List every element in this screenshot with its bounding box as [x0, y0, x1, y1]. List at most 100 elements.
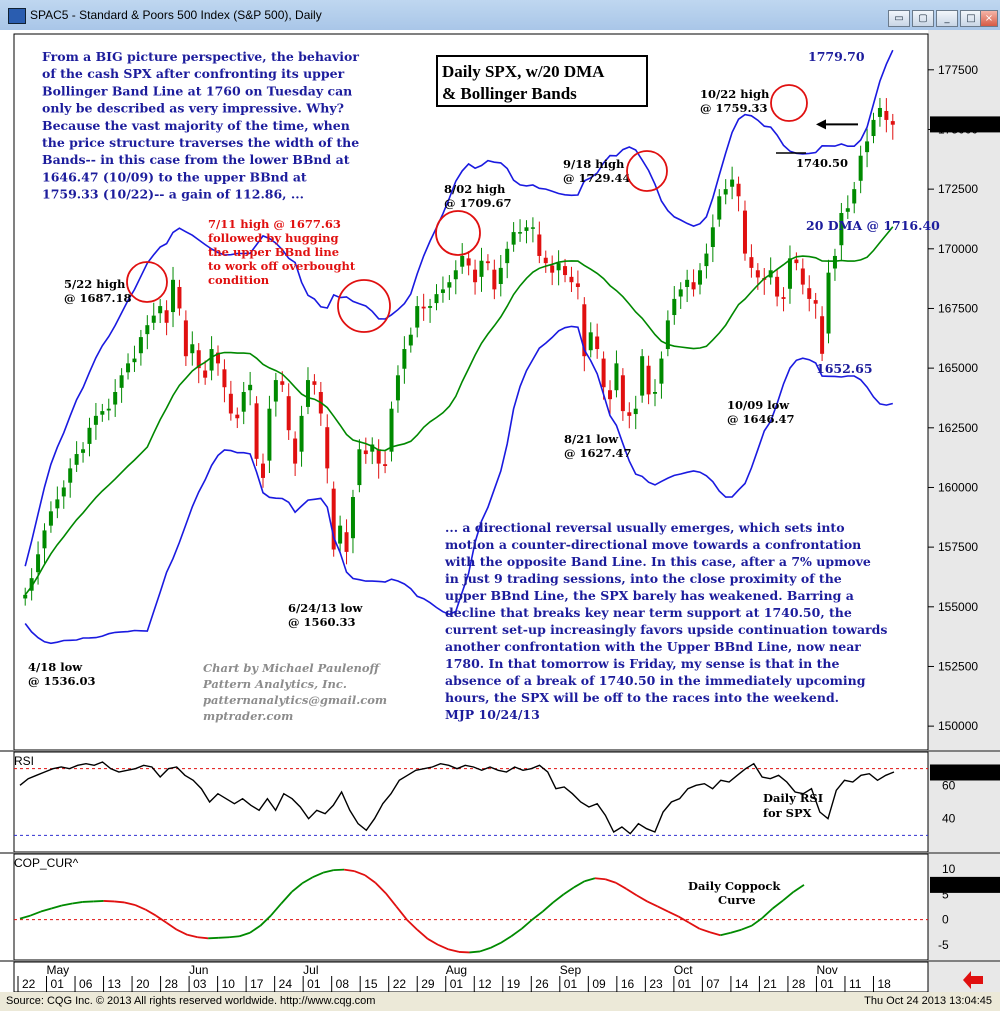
x-tick-label: 03	[193, 977, 207, 991]
chart-title-line1: Daily SPX, w/20 DMA	[442, 62, 605, 81]
maximize-chart-button[interactable]: ▢	[912, 10, 934, 27]
candle-body	[344, 532, 349, 552]
coppock-segment	[176, 928, 188, 936]
candle-body	[832, 255, 837, 269]
price-tick-label: 162500	[938, 421, 978, 435]
candle-body	[665, 320, 670, 350]
commentary-right-line: ... a directional reversal usually emerg…	[445, 520, 845, 535]
candle-body	[177, 286, 182, 309]
maximize-button[interactable]: □	[960, 10, 982, 27]
x-tick-label: 16	[621, 977, 635, 991]
candle-body	[421, 306, 426, 309]
commentary-left-line: Bands-- in this case from the lower BBnd…	[42, 152, 350, 167]
candle-body	[543, 257, 548, 264]
minimize-button[interactable]: _	[936, 10, 958, 27]
candle-body	[203, 370, 208, 378]
coppock-segment	[187, 933, 198, 939]
restore-chart-button[interactable]: ▭	[888, 10, 910, 27]
rsi-caption: Daily RSI	[763, 791, 823, 805]
coppock-segment	[510, 927, 523, 938]
coppock-segment	[500, 935, 512, 944]
candle-body	[704, 253, 709, 267]
credit-line: patternanalytics@gmail.com	[203, 693, 387, 707]
current-price-label: 175212	[944, 117, 984, 131]
candle-body	[640, 356, 645, 396]
rsi-value-label: 67.71	[954, 765, 984, 779]
commentary-left-line: the price structure traverses the width …	[42, 135, 359, 150]
coppock-segment	[208, 936, 219, 940]
candle-body	[563, 266, 568, 276]
candle-body	[852, 189, 857, 204]
candle-body	[228, 393, 233, 414]
candle-body	[68, 468, 73, 483]
x-tick-label: 01	[820, 977, 834, 991]
candle-body	[55, 499, 60, 509]
coppock-segment	[469, 950, 481, 954]
x-axis-frame	[13, 961, 929, 993]
coppock-segment	[615, 881, 627, 890]
coppock-segment	[761, 907, 774, 919]
timestamp: Thu Oct 24 2013 13:04:45	[864, 995, 992, 1007]
coppock-tick-label: -5	[938, 938, 949, 952]
coppock-segment	[772, 899, 784, 910]
coppock-segment	[437, 944, 449, 951]
dma-line	[24, 226, 894, 596]
candle-body	[81, 449, 86, 453]
coppock-segment	[72, 901, 83, 905]
candle-body	[183, 320, 188, 357]
candle-body	[498, 267, 503, 285]
coppock-segment	[333, 868, 345, 872]
coppock-value-box	[930, 876, 1000, 893]
price-tick-label: 165000	[938, 361, 978, 375]
candle-body	[871, 119, 876, 137]
x-tick-label: 29	[421, 977, 435, 991]
candle-body	[145, 325, 150, 335]
price-tick-label: 157500	[938, 540, 978, 554]
candle-body	[781, 297, 786, 299]
coppock-segment	[448, 948, 460, 953]
rsi-panel-name: RSI	[14, 754, 34, 768]
candle-body	[48, 511, 53, 526]
x-tick-label: 14	[735, 977, 749, 991]
x-tick-label: 26	[535, 977, 549, 991]
candle-body	[787, 258, 792, 289]
candle-body	[267, 408, 272, 461]
label-6-24-low: 6/24/13 low	[288, 601, 363, 615]
x-tick-label: 23	[649, 977, 663, 991]
candle-body	[440, 289, 445, 293]
coppock-segment	[542, 901, 554, 913]
close-button[interactable]: ×	[980, 10, 998, 27]
price-tick-label: 172500	[938, 182, 978, 196]
coppock-segment	[531, 910, 544, 921]
coppock-segment	[657, 905, 669, 913]
label-8-02-high: 8/02 high	[444, 182, 506, 196]
candle-body	[447, 282, 452, 288]
commentary-left-line: 1646.47 (10/09) to the upper BBnd at	[42, 169, 307, 184]
price-arrowhead	[816, 119, 826, 130]
window-titlebar: SPAC5 - Standard & Poors 500 Index (S&P …	[0, 0, 1000, 31]
highlight-circle	[126, 261, 168, 303]
candle-body	[620, 375, 625, 412]
coppock-segment	[61, 902, 73, 907]
coppock-segment	[322, 869, 334, 874]
candle-body	[485, 261, 490, 264]
coppock-segment	[197, 936, 209, 940]
annotations: 5/22 high@ 1687.18 4/18 low@ 1536.03 6/24/…	[28, 49, 940, 688]
coppock-segment	[40, 907, 52, 913]
coppock-caption: Daily Coppock	[688, 879, 781, 893]
x-tick-label: 22	[22, 977, 36, 991]
coppock-segment	[343, 868, 355, 873]
x-tick-label: 10	[222, 977, 236, 991]
x-tick-label: 01	[307, 977, 321, 991]
coppock-segment	[385, 892, 398, 908]
price-tick-label: 150000	[938, 719, 978, 733]
candle-body	[659, 358, 664, 384]
coppock-segment	[301, 876, 314, 885]
candle-body	[807, 288, 812, 299]
coppock-segment	[155, 914, 167, 924]
credit-line: Pattern Analytics, Inc.	[202, 677, 347, 691]
coppock-segment	[584, 877, 596, 883]
highlight-circle	[337, 279, 391, 333]
candle-body	[260, 463, 265, 478]
coppock-segment	[573, 880, 585, 889]
